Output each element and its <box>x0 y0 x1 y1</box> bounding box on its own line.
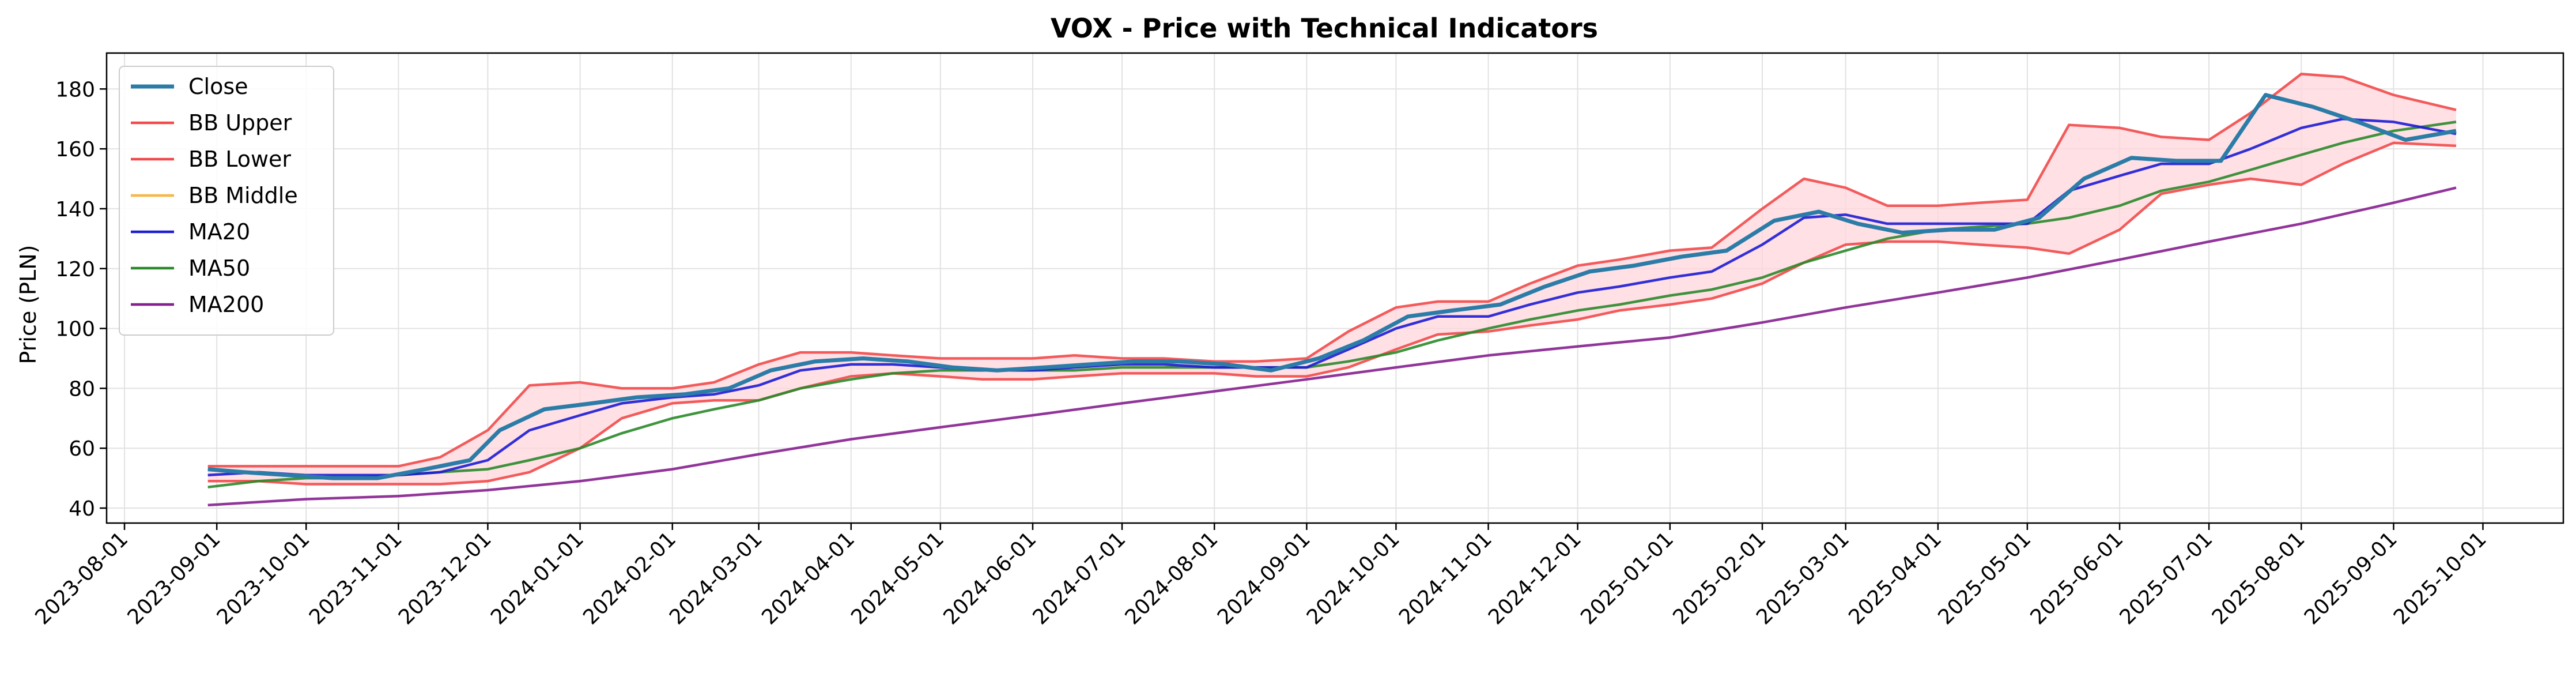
x-tick-label: 2024-07-01 <box>1028 527 1130 629</box>
legend-label-ma50: MA50 <box>188 255 250 281</box>
x-tick-label: 2025-07-01 <box>2116 527 2218 629</box>
legend: Close BB Upper BB Lower BB Middle MA20 MA50 MA… <box>119 66 334 336</box>
x-tick-label: 2024-05-01 <box>847 527 949 629</box>
x-tick-label: 2024-12-01 <box>1484 527 1586 629</box>
x-tick-label: 2023-11-01 <box>305 527 407 629</box>
x-tick-label: 2025-10-01 <box>2389 527 2491 629</box>
bollinger-band-area <box>207 74 2457 484</box>
legend-label-close: Close <box>188 74 248 99</box>
x-tick-label: 2025-01-01 <box>1576 527 1678 629</box>
y-tick-label: 140 <box>55 198 95 221</box>
x-tick-label: 2023-10-01 <box>213 527 315 629</box>
y-tick-label: 160 <box>55 138 95 161</box>
x-tick-label: 2025-06-01 <box>2026 527 2128 629</box>
x-tick-label: 2025-09-01 <box>2300 527 2402 629</box>
x-tick-label: 2023-12-01 <box>394 527 496 629</box>
y-tick-label: 100 <box>55 318 95 341</box>
x-tick-label: 2024-03-01 <box>665 527 767 629</box>
x-tick-label: 2023-08-01 <box>31 527 133 629</box>
legend-label-bb-lower: BB Lower <box>188 146 291 172</box>
series-line-ma200 <box>207 186 2457 507</box>
x-tick-label: 2024-08-01 <box>1121 527 1223 629</box>
y-tick-label: 80 <box>69 377 95 401</box>
x-tick-label: 2024-02-01 <box>579 527 681 629</box>
x-tick-label: 2025-08-01 <box>2208 527 2310 629</box>
x-tick-label: 2024-10-01 <box>1302 527 1404 629</box>
x-tick-label: 2023-09-01 <box>123 527 225 629</box>
y-axis-label: Price (PLN) <box>16 245 41 364</box>
legend-label-ma200: MA200 <box>188 292 264 317</box>
series-layer <box>207 73 2457 507</box>
y-tick-label: 40 <box>69 497 95 521</box>
legend-label-bb-upper: BB Upper <box>188 110 292 136</box>
series-line-bb-upper <box>207 73 2457 468</box>
bollinger-band-fill <box>207 74 2457 484</box>
chart-title: VOX - Price with Technical Indicators <box>1051 13 1598 44</box>
y-tick-label: 60 <box>69 437 95 461</box>
legend-label-ma20: MA20 <box>188 219 250 245</box>
x-tick-label: 2025-05-01 <box>1933 527 2035 629</box>
x-tick-label: 2024-01-01 <box>486 527 588 629</box>
x-tick-label: 2024-06-01 <box>939 527 1041 629</box>
legend-label-bb-middle: BB Middle <box>188 183 298 208</box>
y-tick-label: 180 <box>55 78 95 101</box>
x-tick-label: 2024-11-01 <box>1395 527 1497 629</box>
series-line-ma50 <box>207 121 2457 488</box>
series-line-bb-lower <box>207 141 2457 486</box>
x-axis-ticks: 2023-08-012023-09-012023-10-012023-11-01… <box>31 523 2491 629</box>
y-axis-ticks: 40 60 80 100 120 140 160 180 <box>55 78 107 521</box>
x-tick-label: 2025-04-01 <box>1844 527 1946 629</box>
series-line-close <box>207 93 2457 480</box>
plot-area-frame <box>105 52 2564 524</box>
x-tick-label: 2024-09-01 <box>1213 527 1315 629</box>
x-tick-label: 2024-04-01 <box>757 527 859 629</box>
y-tick-label: 120 <box>55 258 95 281</box>
